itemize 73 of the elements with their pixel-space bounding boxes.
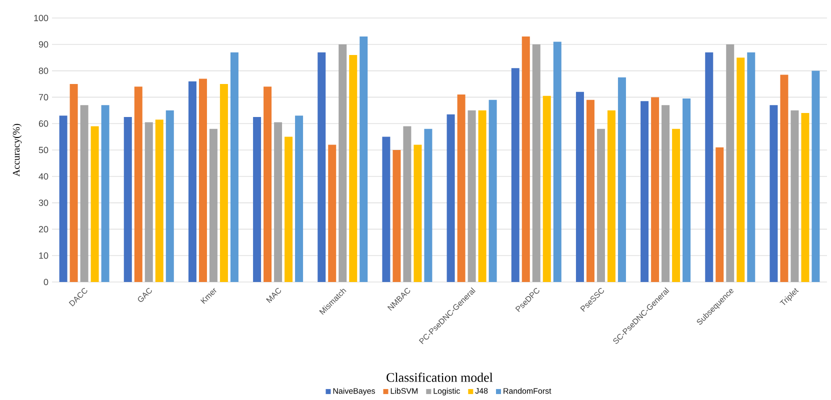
bar [59, 116, 68, 282]
bar [220, 84, 228, 282]
bar [488, 100, 497, 282]
y-tick-label: 80 [38, 68, 48, 74]
bar [780, 74, 788, 282]
y-tick-label: 30 [38, 200, 48, 206]
bar [284, 136, 293, 282]
bar [553, 42, 562, 282]
bar [424, 128, 432, 282]
y-axis-title: Accuracy(%) [12, 124, 22, 176]
bar [542, 96, 551, 282]
bar [382, 136, 390, 282]
bar [522, 36, 530, 282]
bar [392, 150, 401, 282]
bar [596, 128, 605, 282]
bar [318, 52, 326, 282]
y-tick-label: 70 [38, 94, 48, 100]
bar [166, 110, 174, 282]
bar [264, 86, 272, 282]
bar [230, 52, 238, 282]
bar [640, 101, 649, 282]
bar [478, 110, 486, 282]
bar [188, 81, 196, 282]
x-axis-title: Classification model [386, 372, 493, 382]
bar [144, 122, 153, 282]
bar [726, 44, 734, 282]
bar [662, 105, 670, 282]
bar [101, 105, 110, 282]
y-tick-label: 0 [44, 278, 48, 286]
bar [607, 110, 616, 282]
bar [747, 52, 756, 282]
bar [457, 94, 466, 282]
bar [80, 105, 88, 282]
bar [198, 78, 207, 282]
y-tick-label: 40 [38, 173, 48, 180]
bar [253, 117, 262, 282]
bar [274, 122, 282, 282]
bar [801, 113, 810, 282]
bar [70, 84, 78, 282]
y-tick-label: 60 [38, 120, 48, 127]
y-tick-label: 50 [38, 146, 48, 154]
bar [90, 126, 99, 282]
bar [349, 54, 358, 282]
bar [209, 128, 218, 282]
bar [576, 92, 584, 282]
bar [134, 86, 142, 282]
bar [155, 120, 164, 282]
bar [446, 114, 455, 282]
bar [532, 44, 540, 282]
bar [618, 77, 626, 282]
bar [716, 147, 724, 282]
bar [682, 98, 691, 282]
bar [586, 100, 594, 282]
y-tick-label: 10 [39, 252, 48, 259]
bar [468, 110, 476, 282]
bar [124, 117, 132, 282]
bar [338, 44, 347, 282]
y-tick-label: 100 [34, 14, 48, 22]
bar [414, 144, 422, 282]
bar [736, 58, 745, 282]
bar [511, 68, 520, 282]
bar [328, 144, 336, 282]
bar [705, 52, 714, 282]
bar [770, 105, 778, 282]
bar [360, 36, 368, 282]
bar [651, 97, 660, 282]
bar [672, 128, 680, 282]
bar [295, 116, 304, 282]
bar [403, 126, 412, 282]
bar [790, 110, 799, 282]
y-tick-label: 20 [38, 226, 48, 232]
bar [812, 70, 820, 282]
y-tick-label: 90 [38, 41, 48, 48]
